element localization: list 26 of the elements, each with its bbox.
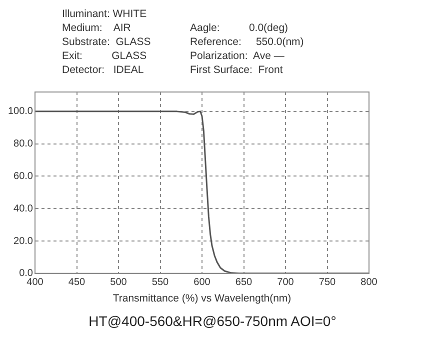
text: Detector: IDEAL bbox=[62, 64, 144, 76]
y-tick-label: 60.0 bbox=[14, 170, 34, 182]
text: Substrate: GLASS bbox=[62, 36, 151, 48]
y-tick-label: 80.0 bbox=[14, 138, 34, 150]
text: Illuminant: WHITE bbox=[62, 8, 147, 20]
y-tick-label: 40.0 bbox=[14, 203, 34, 214]
x-tick-label: 600 bbox=[194, 277, 211, 288]
x-tick-label: 700 bbox=[277, 277, 294, 288]
x-tick-label: 450 bbox=[68, 277, 86, 288]
x-tick-label: 500 bbox=[110, 277, 128, 288]
text: Reference: 550.0(nm) bbox=[190, 36, 304, 48]
text: Exit: GLASS bbox=[62, 50, 147, 62]
x-tick-label: 650 bbox=[235, 277, 253, 288]
y-tick-label: 0.0 bbox=[19, 268, 34, 280]
x-tick-label: 550 bbox=[152, 277, 170, 288]
text: HT@400-560&HR@650-750nm AOI=0° bbox=[88, 313, 338, 329]
x-axis-title: Transmittance (%) vs Wavelength(nm) bbox=[112, 292, 292, 305]
y-tick-label: 20.0 bbox=[14, 236, 34, 247]
x-tick-label: 400 bbox=[26, 277, 44, 288]
text: First Surface: Front bbox=[190, 64, 283, 76]
text: Aagle: 0.0(deg) bbox=[190, 22, 288, 34]
y-tick-label: 100.0 bbox=[8, 106, 34, 118]
x-tick-label: 750 bbox=[318, 277, 336, 288]
text: Medium: AIR bbox=[62, 22, 131, 34]
x-tick-label: 800 bbox=[360, 277, 378, 288]
text: Polarization: Ave — bbox=[190, 50, 284, 62]
